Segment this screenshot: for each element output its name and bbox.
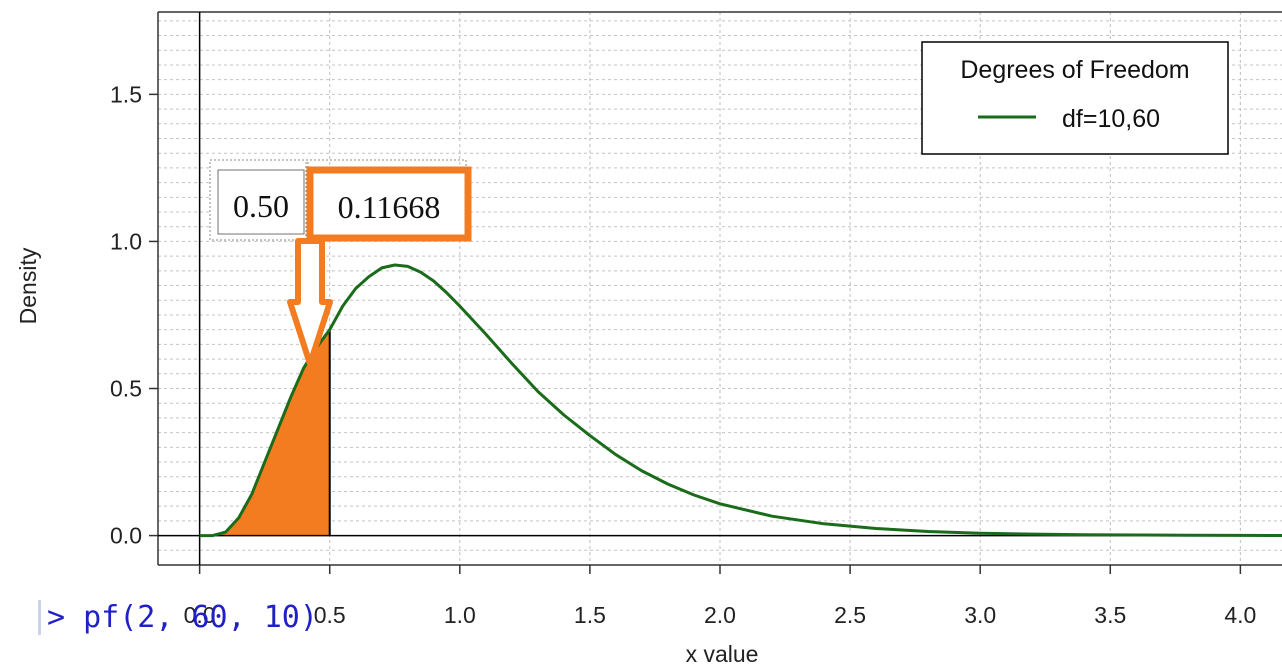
legend-entry-label: df=10,60: [1062, 105, 1160, 133]
annotation-x-value: 0.50: [233, 188, 289, 224]
legend-box: [921, 41, 1229, 155]
y-tick-label: 0.0: [110, 523, 142, 549]
y-tick-label: 0.5: [110, 376, 142, 402]
x-tick-label: 3.0: [964, 602, 996, 628]
x-tick-label: 2.0: [704, 602, 736, 628]
shaded-area-layer: [199, 329, 331, 536]
y-tick-label: 1.5: [110, 81, 142, 107]
x-tick-label: 4.0: [1224, 602, 1256, 628]
x-tick-label: 0.5: [314, 602, 346, 628]
x-tick-label: 0.0: [184, 602, 216, 628]
legend-title: Degrees of Freedom: [960, 56, 1189, 84]
shaded-cdf-area: [199, 329, 330, 536]
legend: Degrees of Freedom df=10,60: [921, 41, 1229, 155]
annotation-arrow: [287, 238, 333, 367]
annotation-p-highlight-box: [306, 166, 472, 242]
tick-label-layer: 0.0 0.5 1.0 1.5 2.0 2.5 3.0 3.5 4.0 0.0 0.5 1.0 1.5: [110, 81, 1256, 628]
x-tick-label: 1.0: [444, 602, 476, 628]
value-annotation: 0.50 0.11668: [209, 159, 472, 367]
x-tick-label: 2.5: [834, 602, 866, 628]
y-axis-title: Density: [15, 247, 41, 324]
x-axis-title: x value: [686, 641, 759, 667]
density-curve-df-10-60: [199, 263, 1282, 538]
annotation-x-inner-box: [217, 169, 305, 235]
x-tick-label: 3.5: [1094, 602, 1126, 628]
x-tick-label: 1.5: [574, 602, 606, 628]
annotation-p-value: 0.11668: [338, 189, 441, 225]
curve-layer: [199, 263, 1282, 538]
console-command-line: > pf(2, 60, 10): [38, 600, 318, 635]
y-tick-label: 1.0: [110, 228, 142, 254]
